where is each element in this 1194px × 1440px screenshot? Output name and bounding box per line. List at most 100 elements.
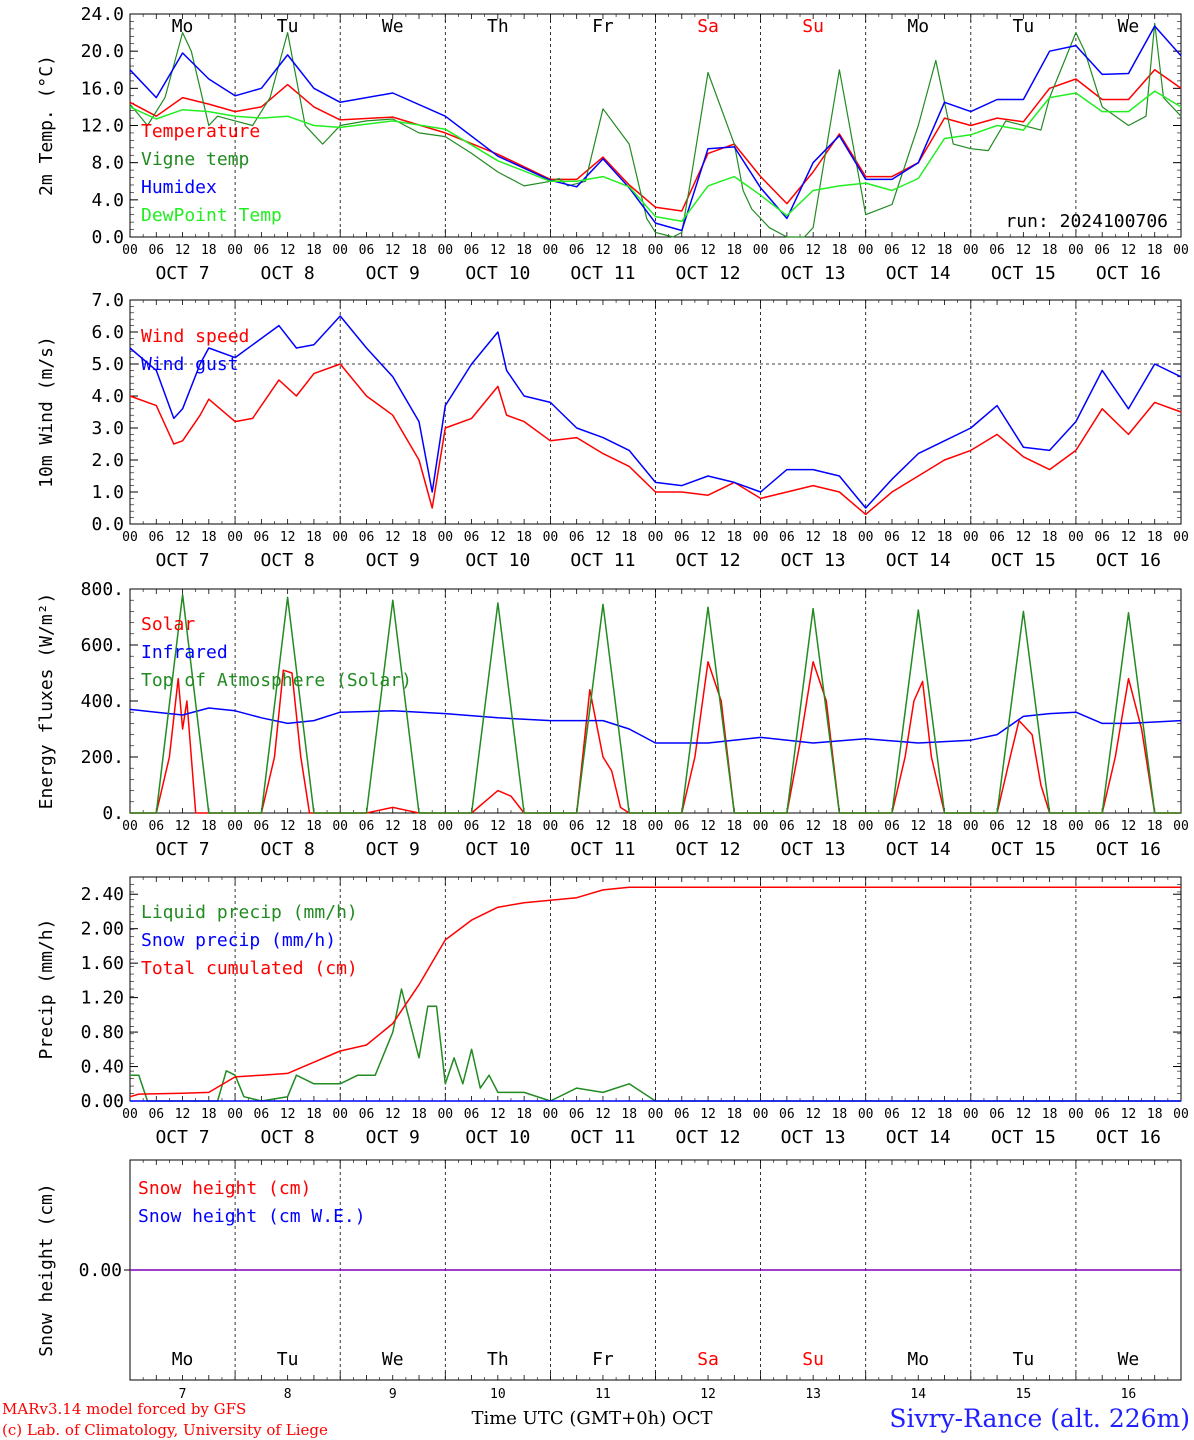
date-label: OCT 14	[886, 263, 951, 284]
hour-label: 06	[464, 819, 480, 834]
hour-label: 06	[884, 819, 900, 834]
hour-label: 18	[411, 243, 427, 258]
hour-label: 12	[490, 819, 506, 834]
day-number-label: 15	[1016, 1387, 1032, 1402]
hour-label: 06	[148, 819, 164, 834]
hour-label: 18	[516, 530, 532, 545]
hour-label: 00	[858, 819, 874, 834]
hour-label: 00	[122, 1107, 138, 1122]
date-label: OCT 7	[155, 1127, 209, 1148]
y-tick-label: 3.0	[91, 418, 124, 439]
hour-label: 12	[1016, 819, 1032, 834]
legend-entry: Snow height (cm W.E.)	[138, 1206, 366, 1227]
hour-label: 06	[779, 530, 795, 545]
legend-entry: Humidex	[141, 177, 217, 198]
y-axis-title: 10m Wind (m/s)	[36, 336, 57, 488]
hour-label: 12	[280, 243, 296, 258]
date-label: OCT 8	[261, 263, 315, 284]
date-label: OCT 16	[1096, 1127, 1161, 1148]
hour-label: 06	[989, 243, 1005, 258]
weekday-label: Su	[802, 1349, 824, 1370]
hour-label: 00	[437, 819, 453, 834]
hour-label: 12	[700, 1107, 716, 1122]
hour-label: 06	[359, 819, 375, 834]
y-tick-label: 5.0	[91, 354, 124, 375]
hour-label: 06	[884, 530, 900, 545]
date-label: OCT 9	[366, 1127, 420, 1148]
hour-label: 12	[280, 1107, 296, 1122]
hour-label: 18	[201, 530, 217, 545]
panel-4	[129, 876, 1182, 1102]
date-label: OCT 9	[366, 263, 420, 284]
hour-label: 12	[1016, 1107, 1032, 1122]
hour-label: 12	[385, 1107, 401, 1122]
y-tick-label: 2.0	[91, 450, 124, 471]
hour-label: 18	[726, 243, 742, 258]
y-tick-label: 0.00	[79, 1260, 122, 1281]
weekday-label: Su	[802, 16, 824, 37]
hour-label: 12	[910, 530, 926, 545]
date-label: OCT 14	[886, 839, 951, 860]
hour-label: 00	[543, 530, 559, 545]
date-label: OCT 10	[465, 550, 530, 571]
y-tick-label: 20.0	[81, 41, 124, 62]
day-number-label: 10	[490, 1387, 506, 1402]
hour-label: 12	[910, 243, 926, 258]
hour-label: 00	[858, 530, 874, 545]
y-tick-label: 0.0	[91, 227, 124, 248]
date-label: OCT 12	[676, 839, 741, 860]
hour-label: 00	[543, 819, 559, 834]
hour-label: 06	[989, 1107, 1005, 1122]
weekday-label: Mo	[907, 1349, 929, 1370]
weekday-label: We	[382, 1349, 404, 1370]
hour-label: 00	[227, 819, 243, 834]
series-line	[129, 69, 1182, 212]
hour-label: 18	[937, 1107, 953, 1122]
legend-entry: Wind speed	[141, 326, 249, 347]
panel-5	[124, 1159, 1182, 1381]
model-credit: MARv3.14 model forced by GFS	[2, 1400, 246, 1418]
hour-label: 00	[963, 530, 979, 545]
y-tick-label: 24.0	[81, 4, 124, 25]
hour-label: 06	[674, 530, 690, 545]
legend-entry: Snow height (cm)	[138, 1178, 311, 1199]
hour-label: 12	[1121, 819, 1137, 834]
hour-label: 12	[490, 243, 506, 258]
hour-label: 18	[201, 819, 217, 834]
date-label: OCT 10	[465, 1127, 530, 1148]
hour-label: 00	[963, 243, 979, 258]
hour-label: 06	[148, 243, 164, 258]
y-axis-title: Snow height (cm)	[36, 1183, 57, 1356]
hour-label: 18	[306, 819, 322, 834]
hour-label: 12	[910, 1107, 926, 1122]
hour-label: 18	[621, 819, 637, 834]
hour-label: 12	[1016, 530, 1032, 545]
y-axis-title: Energy fluxes (W/m²)	[36, 593, 57, 810]
panel-2	[129, 299, 1182, 525]
hour-label: 00	[648, 1107, 664, 1122]
hour-label: 12	[805, 819, 821, 834]
hour-label: 12	[385, 819, 401, 834]
hour-label: 06	[569, 1107, 585, 1122]
hour-label: 12	[595, 1107, 611, 1122]
date-label: OCT 13	[781, 839, 846, 860]
y-tick-label: 2.00	[81, 919, 124, 940]
hour-label: 06	[464, 243, 480, 258]
time-axis-title: Time UTC (GMT+0h) OCT	[471, 1408, 712, 1429]
hour-label: 00	[753, 1107, 769, 1122]
hour-label: 00	[963, 819, 979, 834]
hour-label: 00	[437, 243, 453, 258]
date-label: OCT 7	[155, 550, 209, 571]
weekday-label: Tu	[277, 1349, 299, 1370]
hour-label: 12	[1016, 243, 1032, 258]
hour-label: 00	[227, 530, 243, 545]
hour-label: 18	[1147, 530, 1163, 545]
run-label: run: 2024100706	[1005, 211, 1168, 232]
hour-label: 18	[411, 1107, 427, 1122]
y-axis-title: Precip (mm/h)	[36, 919, 57, 1060]
hour-label: 18	[832, 530, 848, 545]
legend-entry: Snow precip (mm/h)	[141, 930, 336, 951]
date-label: OCT 16	[1096, 263, 1161, 284]
panel-3	[129, 588, 1182, 814]
date-label: OCT 9	[366, 550, 420, 571]
